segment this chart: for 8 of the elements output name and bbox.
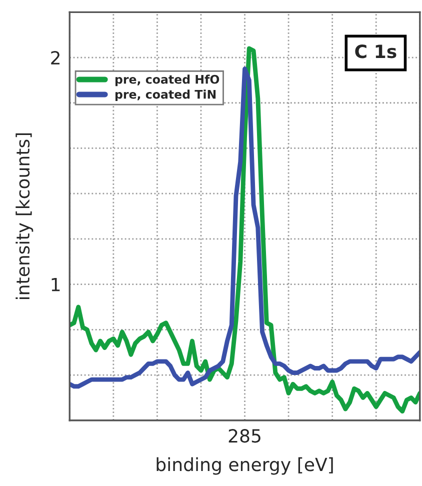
- annotation: C 1s: [355, 44, 396, 58]
- y-tick-label: 2: [51, 50, 60, 64]
- y-tick-label: 1: [52, 278, 60, 292]
- legend-label: pre, coated TiN: [115, 90, 216, 102]
- x-tick-label: 285: [228, 429, 260, 443]
- y-axis-title: intensity [kcounts]: [16, 133, 34, 300]
- legend-label: pre, coated HfO: [115, 74, 220, 86]
- x-axis-title: binding energy [eV]: [156, 457, 333, 475]
